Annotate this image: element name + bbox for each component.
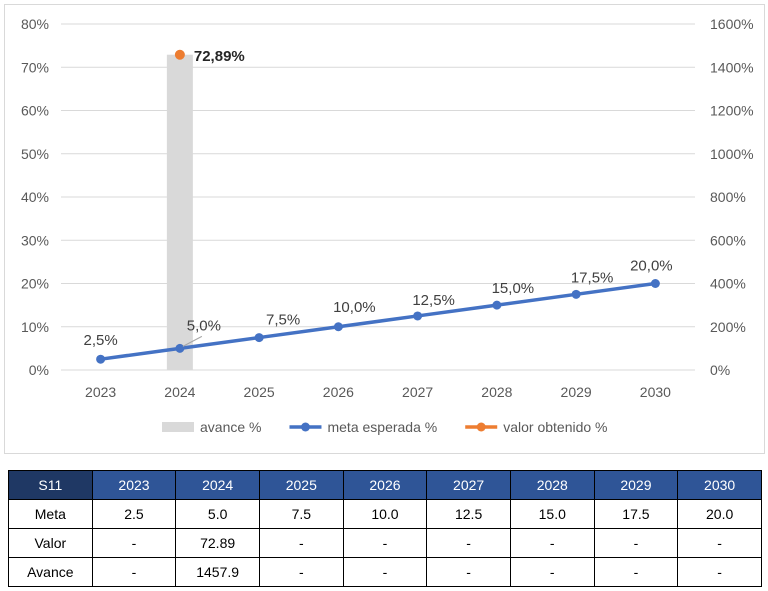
table-header-row: S11 2023 2024 2025 2026 2027 2028 2029 2… <box>8 470 762 500</box>
meta-point <box>650 279 660 288</box>
x-tick-label: 2028 <box>481 384 512 400</box>
x-tick-label: 2030 <box>640 384 671 400</box>
y-left-tick-label: 40% <box>21 189 49 205</box>
table-cell: - <box>593 528 679 558</box>
table-cell: 2.5 <box>91 499 177 529</box>
valor-obtenido-point <box>174 49 185 60</box>
avance-bar <box>166 54 193 370</box>
table-cell: - <box>342 557 428 587</box>
y-left-tick-label: 80% <box>21 16 49 32</box>
table-cell: 1457.9 <box>175 557 260 587</box>
table-cell: - <box>258 557 344 587</box>
y-left-tick-label: 30% <box>21 232 49 248</box>
table-cell: 5.0 <box>175 499 260 529</box>
table-cell: 15.0 <box>509 499 595 529</box>
x-tick-label: 2027 <box>402 384 433 400</box>
meta-data-label: 12,5% <box>412 292 455 309</box>
meta-data-label: 17,5% <box>571 269 614 286</box>
table-cell: - <box>91 557 177 587</box>
table-corner-cell: S11 <box>8 470 93 500</box>
y-left-tick-label: 0% <box>29 362 49 378</box>
legend-swatch-bar <box>162 422 194 432</box>
y-left-tick-label: 60% <box>21 103 49 119</box>
combo-chart: 0% 0% 10% 200% 20% 400% 30% 600% 40% 800% 50% 1000%… <box>21 16 754 435</box>
label-leader-line <box>182 335 203 347</box>
meta-point <box>492 300 502 310</box>
table-cell: 10.0 <box>342 499 428 529</box>
chart-area: 0% 0% 10% 200% 20% 400% 30% 600% 40% 800% 50% 1000%… <box>4 4 765 454</box>
x-tick-label: 2026 <box>323 384 354 400</box>
y-right-tick-label: 600% <box>710 232 746 248</box>
table-cell: 17.5 <box>593 499 679 529</box>
table-row-meta: Meta 2.5 5.0 7.5 10.0 12.5 15.0 17.5 20.… <box>8 499 762 529</box>
y-left-tick-label: 10% <box>21 319 49 335</box>
table-row-valor: Valor - 72.89 - - - - - - <box>8 528 762 558</box>
legend-swatch-marker <box>476 422 486 432</box>
table-cell: - <box>258 528 344 558</box>
legend-swatch-marker <box>300 422 310 432</box>
x-tick-label: 2023 <box>85 384 116 400</box>
y-right-tick-label: 0% <box>710 362 730 378</box>
table-cell: - <box>677 528 762 558</box>
year-header-cell: 2024 <box>175 470 260 500</box>
meta-point <box>96 354 106 364</box>
meta-point <box>254 333 264 343</box>
meta-data-label: 10,0% <box>333 299 376 316</box>
table-cell: - <box>593 557 679 587</box>
table-cell: - <box>677 557 762 587</box>
x-tick-label: 2024 <box>164 384 195 400</box>
y-right-tick-label: 800% <box>710 189 746 205</box>
meta-data-label: 20,0% <box>630 258 673 275</box>
year-header-cell: 2026 <box>342 470 428 500</box>
data-table: S11 2023 2024 2025 2026 2027 2028 2029 2… <box>8 470 762 587</box>
year-header-cell: 2025 <box>258 470 344 500</box>
y-right-tick-label: 1000% <box>710 146 754 162</box>
year-header-cell: 2027 <box>426 470 511 500</box>
table-cell: 12.5 <box>426 499 511 529</box>
legend-label: meta esperada % <box>327 419 437 435</box>
row-label: Valor <box>8 528 93 558</box>
year-header-cell: 2030 <box>677 470 762 500</box>
x-tick-label: 2029 <box>561 384 592 400</box>
meta-data-label: 2,5% <box>84 332 118 349</box>
row-label: Avance <box>8 557 93 587</box>
meta-point <box>333 322 343 332</box>
row-label: Meta <box>8 499 93 529</box>
table-cell: - <box>342 528 428 558</box>
table-cell: 72.89 <box>175 528 260 558</box>
year-header-cell: 2028 <box>509 470 595 500</box>
y-left-tick-label: 50% <box>21 146 49 162</box>
table-cell: - <box>509 528 595 558</box>
legend-label: avance % <box>200 419 261 435</box>
valor-obtenido-label: 72,89% <box>194 48 245 65</box>
table-cell: 20.0 <box>677 499 762 529</box>
table-cell: - <box>426 528 511 558</box>
year-header-cell: 2023 <box>91 470 177 500</box>
y-right-tick-label: 200% <box>710 319 746 335</box>
y-left-tick-label: 70% <box>21 59 49 75</box>
y-left-tick-label: 20% <box>21 276 49 292</box>
table-cell: 7.5 <box>258 499 344 529</box>
y-right-tick-label: 1400% <box>710 59 754 75</box>
table-cell: - <box>509 557 595 587</box>
table-cell: - <box>426 557 511 587</box>
y-right-tick-label: 1600% <box>710 16 754 32</box>
y-right-tick-label: 400% <box>710 276 746 292</box>
y-right-tick-label: 1200% <box>710 103 754 119</box>
table-row-avance: Avance - 1457.9 - - - - - - <box>8 557 762 587</box>
meta-data-label: 5,0% <box>187 317 221 334</box>
meta-esperada-line <box>100 281 656 361</box>
legend-label: valor obtenido % <box>503 419 607 435</box>
meta-point <box>413 311 423 321</box>
meta-point <box>175 343 185 353</box>
year-header-cell: 2029 <box>593 470 679 500</box>
meta-point <box>571 289 581 299</box>
x-tick-label: 2025 <box>244 384 275 400</box>
table-cell: - <box>91 528 177 558</box>
meta-data-label: 7,5% <box>266 312 300 329</box>
meta-data-label: 15,0% <box>492 280 535 297</box>
